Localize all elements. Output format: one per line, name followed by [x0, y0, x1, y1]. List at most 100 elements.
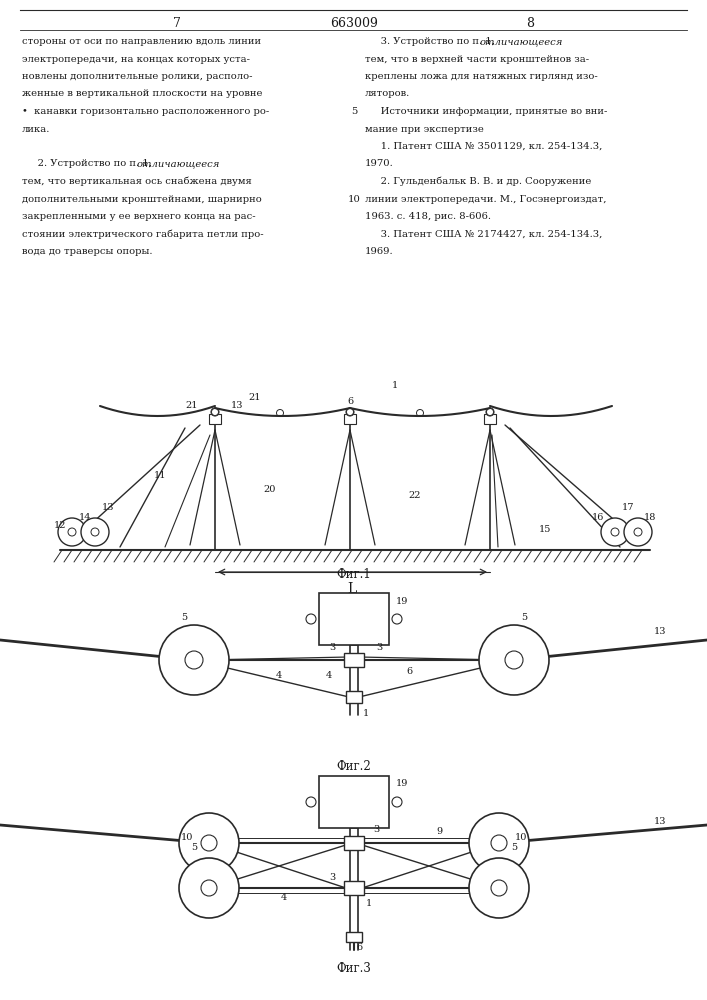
- Circle shape: [201, 880, 217, 896]
- Text: креплены ложа для натяжных гирлянд изо-: креплены ложа для натяжных гирлянд изо-: [365, 72, 597, 81]
- Text: Источники информации, принятые во вни-: Источники информации, принятые во вни-: [365, 107, 607, 116]
- Bar: [344, 836, 364, 850]
- Text: вода до траверсы опоры.: вода до траверсы опоры.: [22, 247, 153, 256]
- Text: 2. Устройство по п. 1,: 2. Устройство по п. 1,: [22, 159, 155, 168]
- Text: 1: 1: [363, 708, 369, 718]
- Text: лика.: лика.: [22, 124, 50, 133]
- Text: 2. Гульденбальк В. В. и др. Сооружение: 2. Гульденбальк В. В. и др. Сооружение: [365, 177, 591, 186]
- Circle shape: [58, 518, 86, 546]
- Text: 21: 21: [249, 393, 262, 402]
- Text: 6: 6: [356, 942, 362, 952]
- Text: 10: 10: [515, 834, 527, 842]
- Text: электропередачи, на концах которых уста-: электропередачи, на концах которых уста-: [22, 54, 250, 64]
- Bar: [344, 414, 356, 424]
- Text: 5: 5: [181, 613, 187, 622]
- Text: 6: 6: [347, 397, 353, 406]
- Text: 5: 5: [351, 107, 357, 116]
- Text: 5: 5: [521, 613, 527, 622]
- Bar: [346, 932, 362, 942]
- Text: новлены дополнительные ролики, располо-: новлены дополнительные ролики, располо-: [22, 72, 252, 81]
- Circle shape: [486, 408, 494, 416]
- Text: 1970.: 1970.: [365, 159, 394, 168]
- Text: 1: 1: [392, 380, 398, 389]
- Text: 1: 1: [366, 898, 372, 908]
- Text: линии электропередачи. М., Госэнергоиздат,: линии электропередачи. М., Госэнергоизда…: [365, 194, 607, 204]
- Circle shape: [346, 408, 354, 416]
- Text: 13: 13: [102, 504, 115, 512]
- Circle shape: [392, 614, 402, 624]
- Circle shape: [486, 408, 493, 416]
- Text: 5: 5: [191, 844, 197, 852]
- Circle shape: [68, 528, 76, 536]
- Text: 20: 20: [264, 486, 276, 494]
- Text: мание при экспертизе: мание при экспертизе: [365, 124, 484, 133]
- Text: L: L: [347, 582, 356, 596]
- Circle shape: [91, 528, 99, 536]
- Circle shape: [416, 410, 423, 416]
- Circle shape: [211, 408, 219, 416]
- Circle shape: [81, 518, 109, 546]
- Text: 13: 13: [230, 400, 243, 410]
- Text: тем, что вертикальная ось снабжена двумя: тем, что вертикальная ось снабжена двумя: [22, 177, 252, 186]
- Text: ляторов.: ляторов.: [365, 90, 410, 99]
- Text: 4: 4: [281, 894, 287, 902]
- Text: 16: 16: [592, 514, 604, 522]
- Circle shape: [179, 858, 239, 918]
- Text: 3. Патент США № 2174427, кл. 254-134.3,: 3. Патент США № 2174427, кл. 254-134.3,: [365, 230, 602, 238]
- Text: 18: 18: [644, 514, 656, 522]
- Text: 3. Устройство по п. 1,: 3. Устройство по п. 1,: [365, 37, 498, 46]
- Text: 8: 8: [526, 17, 534, 30]
- Bar: [209, 414, 221, 424]
- Text: 15: 15: [539, 526, 551, 534]
- Text: 663009: 663009: [330, 17, 378, 30]
- Text: Фиг.3: Фиг.3: [337, 962, 371, 974]
- Text: тем, что в верхней части кронштейнов за-: тем, что в верхней части кронштейнов за-: [365, 54, 589, 64]
- Circle shape: [211, 408, 218, 416]
- Text: 17: 17: [621, 504, 634, 512]
- Text: Фиг.2: Фиг.2: [337, 760, 371, 774]
- Circle shape: [185, 651, 203, 669]
- Circle shape: [505, 651, 523, 669]
- Text: 10: 10: [348, 194, 361, 204]
- Circle shape: [611, 528, 619, 536]
- Text: 3: 3: [329, 643, 335, 652]
- Circle shape: [306, 614, 316, 624]
- Text: 1963. с. 418, рис. 8-606.: 1963. с. 418, рис. 8-606.: [365, 212, 491, 221]
- Bar: [484, 414, 496, 424]
- Text: 3: 3: [329, 874, 335, 882]
- Circle shape: [159, 625, 229, 695]
- Circle shape: [179, 813, 239, 873]
- Text: 4: 4: [326, 670, 332, 680]
- Text: стоянии электрического габарита петли про-: стоянии электрического габарита петли пр…: [22, 230, 264, 239]
- Text: 3: 3: [373, 826, 379, 834]
- Circle shape: [601, 518, 629, 546]
- Text: 6: 6: [406, 668, 412, 676]
- Circle shape: [624, 518, 652, 546]
- Circle shape: [491, 835, 507, 851]
- Bar: [344, 653, 364, 667]
- Text: 14: 14: [78, 514, 91, 522]
- Text: 1. Патент США № 3501129, кл. 254-134.3,: 1. Патент США № 3501129, кл. 254-134.3,: [365, 142, 602, 151]
- Text: отличающееся: отличающееся: [136, 159, 220, 168]
- Circle shape: [469, 813, 529, 873]
- Text: 13: 13: [654, 628, 666, 637]
- Text: 1969.: 1969.: [365, 247, 394, 256]
- Bar: [214, 838, 494, 893]
- Text: 4: 4: [276, 670, 282, 680]
- Text: 11: 11: [153, 471, 166, 480]
- Text: стороны от оси по направлению вдоль линии: стороны от оси по направлению вдоль лини…: [22, 37, 261, 46]
- Text: дополнительными кронштейнами, шарнирно: дополнительными кронштейнами, шарнирно: [22, 194, 262, 204]
- Text: 19: 19: [396, 596, 408, 605]
- Circle shape: [479, 625, 549, 695]
- Text: женные в вертикальной плоскости на уровне: женные в вертикальной плоскости на уровн…: [22, 90, 262, 99]
- Text: Фиг.1: Фиг.1: [337, 568, 371, 582]
- Circle shape: [634, 528, 642, 536]
- Text: 7: 7: [173, 17, 181, 30]
- Text: 12: 12: [54, 520, 66, 530]
- Text: 22: 22: [409, 490, 421, 499]
- Bar: [319, 593, 389, 645]
- Text: 9: 9: [436, 826, 442, 836]
- Bar: [319, 776, 389, 828]
- Text: 19: 19: [396, 780, 408, 788]
- Circle shape: [469, 858, 529, 918]
